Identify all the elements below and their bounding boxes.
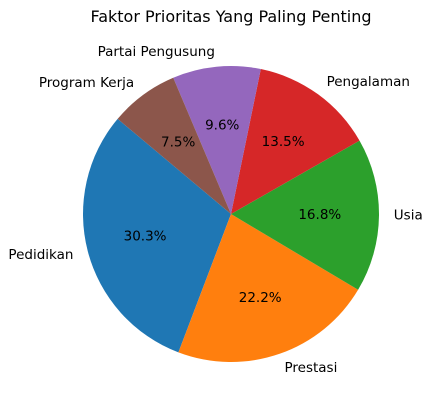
pie-slice-usia xyxy=(231,140,379,290)
pie-pct-label: 9.6% xyxy=(205,118,239,134)
pie-slice-pedidikan xyxy=(83,118,231,353)
chart-title: Faktor Prioritas Yang Paling Penting xyxy=(90,7,371,26)
pie-pct-label: 22.2% xyxy=(239,290,282,306)
pie-category-label: Prestasi xyxy=(285,360,338,376)
pie-pct-label: 13.5% xyxy=(262,134,305,150)
pie-pct-label: 30.3% xyxy=(124,228,167,244)
pie-slices xyxy=(83,65,379,362)
pie-pct-label: 7.5% xyxy=(161,135,195,151)
pie-category-label: Usia xyxy=(394,208,423,224)
pie-category-label: Pedidikan xyxy=(8,247,73,263)
pie-labels: 30.3% Pedidikan 22.2% Prestasi 16.8% Usia 13.5… xyxy=(8,44,422,376)
pie-slice-prestasi xyxy=(178,214,359,362)
pie-pct-label: 16.8% xyxy=(298,207,341,223)
pie-category-label: Program Kerja xyxy=(39,75,134,91)
pie-category-label: Pengalaman xyxy=(327,74,410,90)
pie-slice-program-kerja xyxy=(117,77,231,215)
pie-slice-partai-pengusung xyxy=(173,65,261,214)
pie-category-label: Partai Pengusung xyxy=(98,44,215,60)
pie-slice-pengalaman xyxy=(231,69,360,214)
